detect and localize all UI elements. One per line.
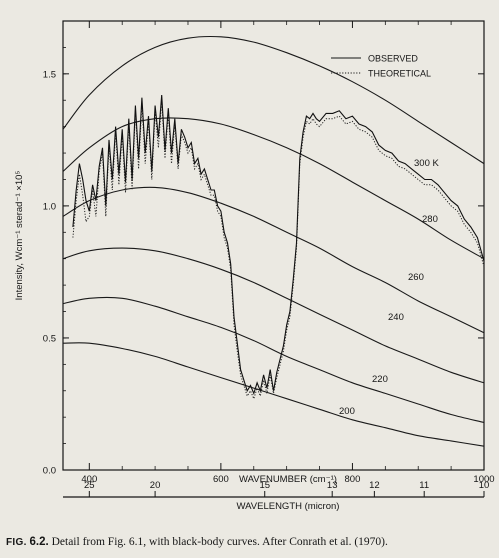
blackbody-curve-300 bbox=[62, 35, 485, 165]
axes: 0.0 0.5 1.0 1.5 Intensity, Wcm⁻¹ sterad⁻¹ ×1… bbox=[14, 21, 495, 512]
x-tick-label-3: 1000 bbox=[473, 474, 494, 485]
y-axis-label: Intensity, Wcm⁻¹ sterad⁻¹ ×10⁵ bbox=[14, 171, 25, 301]
wavelength-axis-label: WAVELENGTH (micron) bbox=[237, 501, 340, 512]
y-tick-label-3: 1.5 bbox=[43, 69, 56, 80]
wl-tick-label-6: 10 bbox=[479, 480, 490, 491]
blackbody-label-280: 280 bbox=[422, 214, 438, 225]
x-tick-label-2: 800 bbox=[345, 474, 361, 485]
caption-text: Detail from Fig. 6.1, with black-body cu… bbox=[51, 536, 388, 548]
blackbody-curves: 300 K 280 260 240 220 200 bbox=[62, 35, 485, 447]
y-tick-label-1: 0.5 bbox=[43, 333, 56, 344]
blackbody-label-240: 240 bbox=[388, 312, 404, 323]
spectrum-series bbox=[72, 94, 485, 401]
plot-frame bbox=[62, 20, 485, 471]
blackbody-curve-200 bbox=[62, 342, 485, 447]
caption-label: FIG. bbox=[6, 537, 27, 548]
blackbody-curve-280 bbox=[62, 117, 485, 260]
y-tick-label-2: 1.0 bbox=[43, 201, 56, 212]
caption-number: 6.2. bbox=[29, 536, 49, 548]
blackbody-curve-260 bbox=[62, 186, 485, 334]
wl-tick-label-0: 25 bbox=[84, 480, 95, 491]
x-tick-label-1: 600 bbox=[213, 474, 229, 485]
wl-tick-label-1: 20 bbox=[150, 480, 161, 491]
blackbody-curve-220 bbox=[62, 296, 485, 424]
series-theoretical-line bbox=[72, 100, 485, 401]
legend-label-0: OBSERVED bbox=[368, 54, 418, 64]
figure-caption: FIG. 6.2. Detail from Fig. 6.1, with bla… bbox=[6, 536, 496, 548]
legend-label-1: THEORETICAL bbox=[368, 69, 431, 79]
blackbody-label-300: 300 K bbox=[414, 158, 439, 169]
x-tick-label-0: 400 bbox=[81, 474, 97, 485]
y-tick-label-0: 0.0 bbox=[43, 466, 56, 477]
legend: OBSERVED THEORETICAL bbox=[331, 54, 431, 79]
blackbody-curve-240 bbox=[62, 247, 485, 384]
wl-tick-label-3: 13 bbox=[327, 480, 338, 491]
plot-area bbox=[62, 20, 485, 471]
blackbody-label-260: 260 bbox=[408, 272, 424, 283]
wl-tick-label-5: 11 bbox=[419, 480, 429, 491]
series-observed-line bbox=[72, 94, 485, 396]
wl-tick-label-2: 15 bbox=[259, 480, 270, 491]
wl-tick-label-4: 12 bbox=[369, 480, 380, 491]
blackbody-label-220: 220 bbox=[372, 374, 388, 385]
blackbody-label-200: 200 bbox=[339, 406, 355, 417]
x-axis-label: WAVENUMBER (cm⁻¹) bbox=[239, 474, 337, 485]
